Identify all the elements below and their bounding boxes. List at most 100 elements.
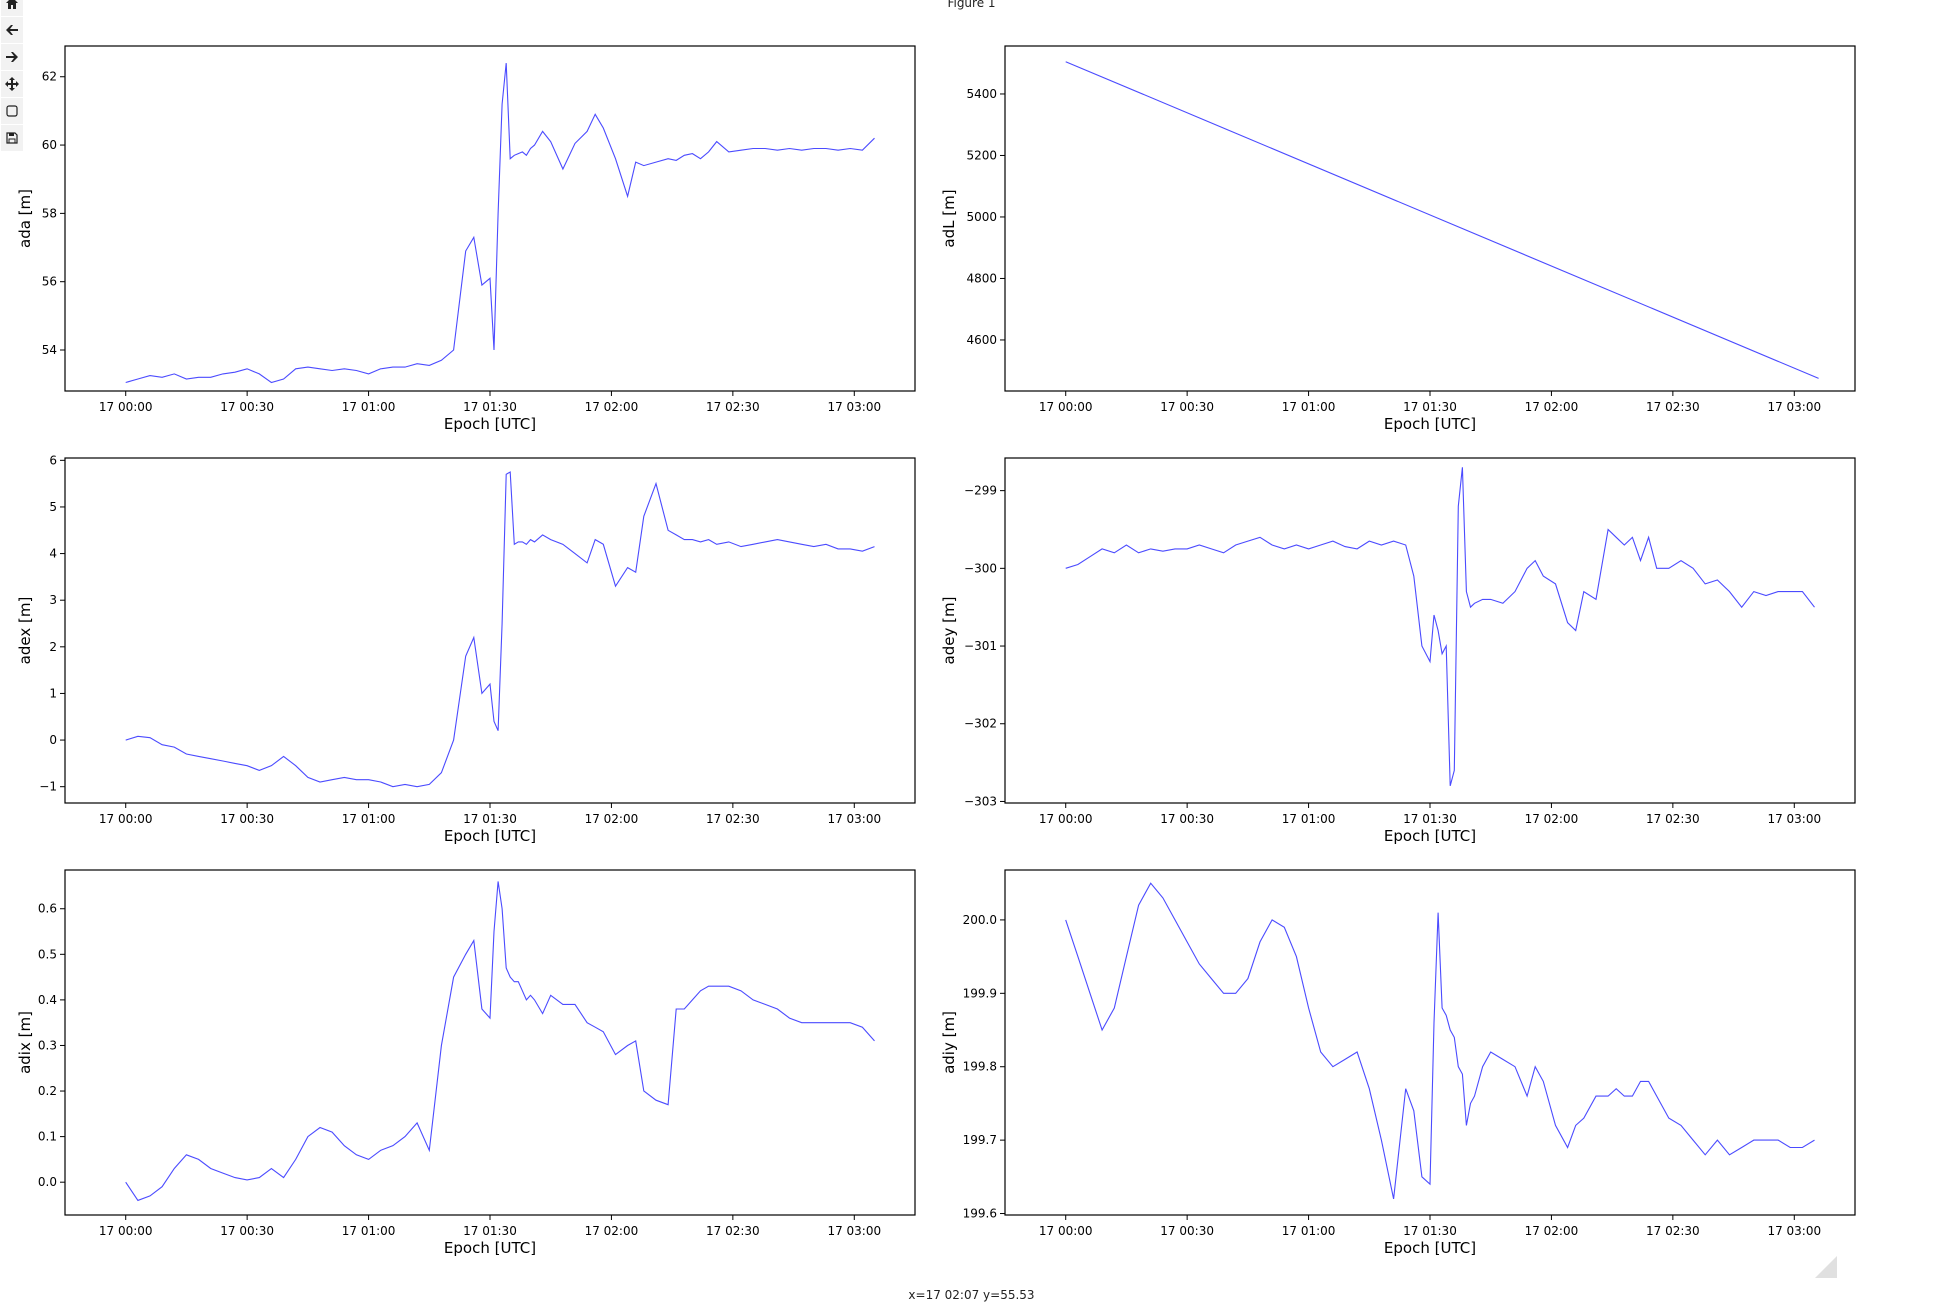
back-button[interactable]	[1, 17, 23, 43]
save-icon	[6, 132, 18, 144]
subplot-1: 17 00:00 17 00:30 17 01:00 17 01:30 17 02:00…	[16, 45, 916, 433]
x-axis-label: Epoch [UTC]	[1384, 415, 1476, 433]
y-tick-label: 199.7	[963, 1133, 997, 1147]
x-tick-label: 17 02:00	[1525, 1224, 1579, 1238]
x-tick-label: 17 02:00	[1525, 400, 1579, 414]
y-tick-label: 5400	[966, 87, 997, 101]
y-axis-label: adiy [m]	[940, 1011, 958, 1074]
y-tick-label: −303	[964, 794, 997, 808]
y-tick-label: 6	[49, 453, 57, 467]
axes-frame	[64, 45, 916, 392]
y-tick-label: 0.5	[38, 947, 57, 961]
x-tick-label: 17 00:30	[1160, 812, 1214, 826]
arrow-right-icon	[6, 52, 18, 62]
x-tick-label: 17 03:00	[827, 812, 881, 826]
y-tick-label: −299	[964, 484, 997, 498]
subplot-3: 17 00:00 17 00:30 17 01:00 17 01:30 17 02:00…	[16, 453, 916, 845]
y-axis-label: adix [m]	[16, 1011, 34, 1074]
x-tick-label: 17 03:00	[1767, 400, 1821, 414]
y-tick-label: 0.4	[38, 993, 57, 1007]
y-tick-label: 2	[49, 640, 57, 654]
resize-grip-icon[interactable]	[1815, 1256, 1837, 1278]
x-axis-label: Epoch [UTC]	[444, 1239, 536, 1257]
x-tick-label: 17 01:30	[463, 400, 517, 414]
y-tick-label: 199.9	[963, 986, 997, 1000]
pan-button[interactable]	[1, 71, 23, 97]
y-tick-label: 0.3	[38, 1038, 57, 1052]
x-tick-label: 17 00:30	[220, 812, 274, 826]
x-tick-label: 17 01:30	[1403, 400, 1457, 414]
x-tick-label: 17 02:00	[585, 812, 639, 826]
y-tick-label: 199.8	[963, 1060, 997, 1074]
y-axis-label: ada [m]	[16, 189, 34, 248]
x-tick-label: 17 00:30	[1160, 1224, 1214, 1238]
y-tick-label: 60	[42, 138, 57, 152]
y-tick-label: 0.6	[38, 902, 57, 916]
y-tick-label: 200.0	[963, 913, 997, 927]
save-button[interactable]	[1, 125, 23, 151]
figure-title: Figure 1	[947, 0, 996, 10]
series-line-ada	[125, 63, 875, 384]
x-axis-label: Epoch [UTC]	[444, 827, 536, 845]
y-tick-label: 0.0	[38, 1175, 57, 1189]
x-tick-label: 17 01:00	[1282, 1224, 1336, 1238]
y-tick-label: 199.6	[963, 1207, 997, 1221]
x-tick-label: 17 00:00	[1039, 812, 1093, 826]
x-tick-label: 17 03:00	[827, 400, 881, 414]
x-tick-label: 17 00:00	[99, 812, 153, 826]
x-tick-label: 17 01:00	[1282, 812, 1336, 826]
series-line-adex	[125, 471, 875, 788]
zoom-button[interactable]	[1, 98, 23, 124]
x-tick-label: 17 02:30	[1646, 400, 1700, 414]
y-tick-label: 56	[42, 275, 57, 289]
subplot-4: 17 00:00 17 00:30 17 01:00 17 01:30 17 02:00…	[940, 457, 1856, 845]
x-tick-label: 17 02:30	[706, 400, 760, 414]
forward-button[interactable]	[1, 44, 23, 70]
x-tick-label: 17 02:00	[1525, 812, 1579, 826]
x-tick-label: 17 01:30	[1403, 812, 1457, 826]
y-tick-label: −302	[964, 717, 997, 731]
x-tick-label: 17 00:00	[99, 1224, 153, 1238]
x-tick-label: 17 02:30	[1646, 1224, 1700, 1238]
zoom-rect-icon	[6, 105, 18, 117]
x-tick-label: 17 00:00	[1039, 400, 1093, 414]
y-tick-label: −301	[964, 639, 997, 653]
cursor-coordinates: x=17 02:07 y=55.53	[908, 1288, 1035, 1302]
y-tick-label: 4600	[966, 333, 997, 347]
y-tick-label: 58	[42, 206, 57, 220]
y-tick-label: 5	[49, 500, 57, 514]
home-button[interactable]	[1, 0, 23, 16]
axes-frame	[64, 457, 916, 804]
x-tick-label: 17 01:00	[342, 812, 396, 826]
y-tick-label: 0.2	[38, 1084, 57, 1098]
y-tick-label: 0	[49, 733, 57, 747]
series-line-adL	[1065, 61, 1819, 379]
y-tick-label: 0.1	[38, 1130, 57, 1144]
axes-frame	[1004, 457, 1856, 804]
y-tick-label: 54	[42, 343, 57, 357]
x-tick-label: 17 02:00	[585, 1224, 639, 1238]
axes-frame	[1004, 45, 1856, 392]
home-icon	[6, 0, 18, 9]
x-axis-label: Epoch [UTC]	[444, 415, 536, 433]
y-tick-label: 4	[49, 547, 57, 561]
y-tick-label: 1	[49, 686, 57, 700]
subplot-5: 17 00:00 17 00:30 17 01:00 17 01:30 17 02:00…	[16, 869, 916, 1257]
arrow-left-icon	[6, 25, 18, 35]
series-line-adey	[1065, 467, 1815, 787]
y-axis-label: adey [m]	[940, 597, 958, 665]
x-tick-label: 17 01:30	[1403, 1224, 1457, 1238]
y-tick-label: 3	[49, 593, 57, 607]
move-icon	[5, 77, 19, 91]
x-tick-label: 17 02:30	[1646, 812, 1700, 826]
x-tick-label: 17 01:00	[342, 400, 396, 414]
y-tick-label: −1	[39, 780, 57, 794]
x-tick-label: 17 00:00	[1039, 1224, 1093, 1238]
x-tick-label: 17 00:30	[220, 1224, 274, 1238]
y-axis-label: adex [m]	[16, 597, 34, 665]
y-tick-label: 5000	[966, 210, 997, 224]
x-tick-label: 17 01:00	[342, 1224, 396, 1238]
x-tick-label: 17 01:30	[463, 812, 517, 826]
x-tick-label: 17 00:30	[220, 400, 274, 414]
